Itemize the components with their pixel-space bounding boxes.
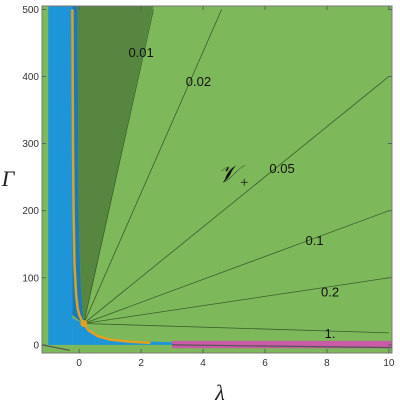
contour-labels: 0.01 0.02 0.05 0.1 0.2 1.	[128, 45, 339, 341]
region-blue	[48, 6, 73, 345]
x-tick-label-4: 8	[324, 358, 330, 369]
lower-boundary-line	[42, 344, 392, 351]
x-tick-label-5: 10	[383, 358, 395, 369]
y-axis-title: Γ	[1, 166, 16, 191]
region-blue-strip	[72, 318, 173, 345]
contour-label-5: 1.	[325, 326, 336, 341]
contour-line-3	[83, 210, 390, 324]
plot-area	[42, 6, 392, 353]
contour-line-5	[83, 323, 389, 334]
contour-line-4	[83, 277, 389, 324]
boundary-curve	[71, 9, 151, 345]
y-tick-label-1: 100	[22, 273, 39, 284]
y-axis-ticks: 0 100 200 300 400 500	[22, 5, 392, 351]
x-axis-title: λ	[214, 380, 225, 405]
contour-line-0	[83, 9, 154, 324]
critical-point-marker	[80, 319, 88, 327]
x-tick-label-2: 4	[200, 358, 206, 369]
x-tick-label-1: 2	[138, 358, 144, 369]
contour-line-1	[83, 9, 223, 324]
y-tick-label-4: 400	[22, 72, 39, 83]
region-dark-green	[77, 6, 154, 324]
contour-label-2: 0.05	[269, 161, 294, 176]
y-tick-label-5: 500	[22, 5, 39, 16]
x-tick-label-0: 0	[76, 358, 82, 369]
y-tick-label-0: 0	[33, 340, 39, 351]
contour-label-4: 0.2	[321, 285, 339, 300]
region-label-subscript: +	[240, 175, 248, 191]
contour-label-0: 0.01	[128, 45, 153, 60]
contour-line-2	[83, 76, 390, 324]
x-axis-ticks: 0 2 4 6 8 10	[76, 6, 395, 369]
y-tick-label-3: 300	[22, 139, 39, 150]
x-tick-label-3: 6	[262, 358, 268, 369]
plot-frame	[41, 5, 393, 354]
contour-label-3: 0.1	[306, 233, 324, 248]
contour-label-1: 0.02	[186, 74, 211, 89]
contour-lines	[83, 9, 390, 334]
y-tick-label-2: 200	[22, 206, 39, 217]
